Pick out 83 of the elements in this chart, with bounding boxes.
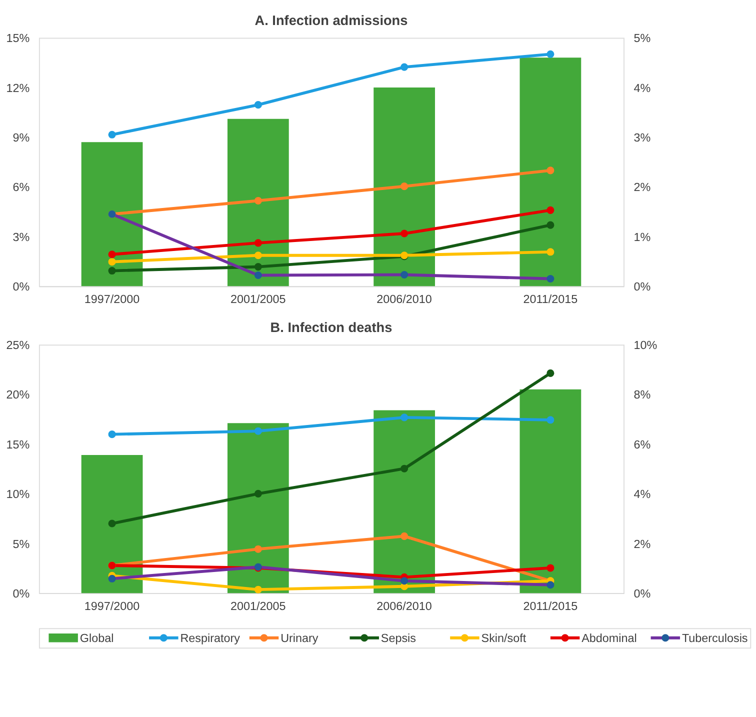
x-tick-label: 2001/2005 <box>230 293 286 306</box>
point <box>254 263 262 271</box>
point <box>108 250 116 258</box>
point <box>108 574 116 582</box>
y-tick-label: 12% <box>6 82 30 95</box>
y-tick-label: 6% <box>12 181 30 194</box>
legend-label: Respiratory <box>180 632 240 645</box>
point <box>254 252 262 260</box>
point <box>400 532 408 540</box>
x-tick-label: 2001/2005 <box>230 600 286 614</box>
y-tick-label: 10% <box>6 488 30 502</box>
x-tick-label: 2011/2015 <box>523 600 578 614</box>
y2-tick-label: 4% <box>634 82 651 95</box>
y2-tick-label: 2% <box>634 538 651 551</box>
legend-label: Abdominal <box>582 632 637 645</box>
chart-title: B. Infection deaths <box>270 320 393 335</box>
y2-tick-label: 1% <box>634 230 651 244</box>
point <box>546 581 554 589</box>
y2-tick-label: 6% <box>634 438 651 452</box>
legend-label: Tuberculosis <box>682 632 748 645</box>
y2-tick-label: 0% <box>634 587 651 600</box>
point <box>254 101 262 109</box>
x-tick-label: 1997/2000 <box>84 293 140 306</box>
chart-title: A. Infection admissions <box>254 13 408 28</box>
x-tick-label: 2006/2010 <box>376 600 432 614</box>
y-tick-label: 25% <box>6 339 30 352</box>
x-tick-label: 2006/2010 <box>376 293 432 306</box>
point <box>546 166 554 174</box>
bar <box>227 118 289 286</box>
point <box>108 430 116 438</box>
point <box>108 267 116 275</box>
y2-tick-label: 4% <box>634 488 651 502</box>
point <box>400 230 408 238</box>
x-tick-label: 1997/2000 <box>84 600 140 614</box>
point <box>108 130 116 138</box>
point <box>400 464 408 472</box>
legend-label: Global <box>80 632 114 645</box>
y2-tick-label: 10% <box>634 339 658 352</box>
y-tick-label: 9% <box>12 132 30 145</box>
point <box>254 239 262 247</box>
bar <box>81 142 143 286</box>
y2-tick-label: 0% <box>634 280 651 294</box>
point <box>254 545 262 553</box>
y-tick-label: 0% <box>12 587 30 600</box>
point <box>546 248 554 256</box>
point <box>546 564 554 572</box>
y2-tick-label: 5% <box>634 32 651 46</box>
point <box>254 586 262 594</box>
point <box>108 258 116 266</box>
x-tick-label: 2011/2015 <box>523 293 578 306</box>
y-tick-label: 15% <box>6 32 30 46</box>
point <box>400 182 408 190</box>
point <box>546 206 554 214</box>
y2-tick-label: 3% <box>634 132 651 145</box>
y-tick-label: 5% <box>12 538 30 551</box>
y2-tick-label: 2% <box>634 181 651 194</box>
point <box>108 520 116 528</box>
point <box>400 414 408 422</box>
point <box>546 369 554 377</box>
y-tick-label: 20% <box>6 388 30 402</box>
point <box>254 196 262 204</box>
point <box>546 416 554 424</box>
point <box>254 427 262 435</box>
y-tick-label: 3% <box>12 230 30 244</box>
point <box>400 63 408 71</box>
point <box>254 490 262 498</box>
point <box>546 221 554 229</box>
bar <box>374 87 435 286</box>
point <box>546 274 554 282</box>
y2-tick-label: 8% <box>634 388 651 402</box>
legend-label: Skin/soft <box>481 632 527 645</box>
bar <box>520 58 582 286</box>
point <box>546 50 554 58</box>
point <box>400 577 408 585</box>
legend-label: Sepsis <box>380 632 416 645</box>
bar <box>81 454 143 594</box>
legend-label: Urinary <box>280 632 318 645</box>
y-tick-label: 0% <box>12 280 30 294</box>
y-tick-label: 15% <box>6 438 30 452</box>
point <box>254 271 262 280</box>
bar <box>520 389 582 594</box>
bar <box>227 423 289 594</box>
point <box>400 270 408 279</box>
